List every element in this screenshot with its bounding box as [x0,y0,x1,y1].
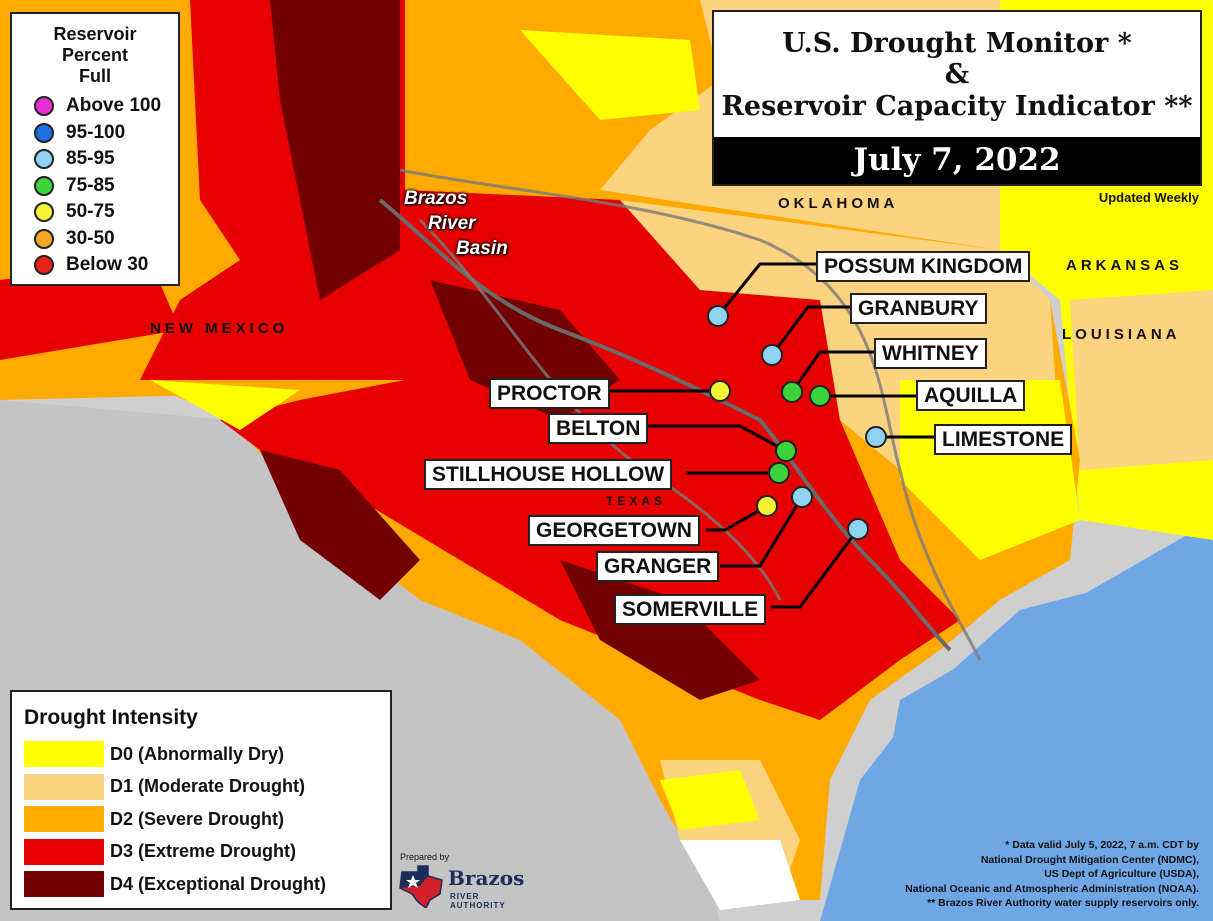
texas-d4-patch-south [560,560,760,700]
arkansas-label: ARKANSAS [1066,257,1184,274]
drought-legend-label: D0 (Abnormally Dry) [110,743,285,764]
reservoir-legend-label: Above 100 [66,95,162,117]
proctor-label: PROCTOR [489,378,610,409]
title-line-2: & [944,59,970,90]
reservoir-legend-item: Below 30 [20,252,170,279]
whitney-label: WHITNEY [874,338,987,369]
prepared-by-label: Prepared by [400,852,450,862]
georgetown-label: GEORGETOWN [528,515,700,546]
reservoir-legend-label: 30-50 [66,227,115,249]
drought-legend-title: Drought Intensity [24,706,198,729]
belton-dot [775,440,797,462]
legend-dot-icon [34,96,54,117]
new-mexico-d4 [270,0,400,300]
possum-kingdom-dot [707,305,729,327]
legend-dot-icon [34,149,54,170]
oklahoma-label: OKLAHOMA [778,195,899,212]
drought-legend-item: D2 (Severe Drought) [24,803,378,836]
drought-intensity-legend: Drought Intensity D0 (Abnormally Dry) D1 … [10,690,392,910]
reservoir-legend-item: 85-95 [20,146,170,173]
reservoir-legend-label: 75-85 [66,174,115,196]
oklahoma-d0 [520,30,700,120]
drought-swatch [24,773,104,800]
drought-legend-label: D3 (Extreme Drought) [110,841,297,862]
drought-legend-item: D4 (Exceptional Drought) [24,868,378,901]
stillhouse-hollow-label: STILLHOUSE HOLLOW [424,459,673,490]
title-line-3: Reservoir Capacity Indicator ** [721,91,1193,122]
aquilla-label: AQUILLA [916,380,1026,411]
texas-d4-patch-west [260,450,420,600]
granger-dot [791,486,813,508]
granger-label: GRANGER [596,551,720,582]
title-box: U.S. Drought Monitor * & Reservoir Capac… [712,10,1202,186]
drought-legend-item: D3 (Extreme Drought) [24,836,378,869]
reservoir-legend-title: Reservoir Percent Full [53,24,137,86]
brazos-basin-label: Brazos River Basin [404,188,508,259]
stillhouse-hollow-dot [768,462,790,484]
drought-legend-label: D4 (Exceptional Drought) [110,873,327,894]
texas-d3-core [220,190,960,720]
limestone-label: LIMESTONE [934,424,1073,455]
legend-dot-icon [34,228,54,249]
drought-swatch [24,838,104,865]
leader-lines [606,262,940,609]
texas-d0-panhandle [150,380,300,430]
georgetown-dot [756,495,778,517]
drought-swatch [24,741,104,768]
drought-swatch [24,871,104,898]
reservoir-legend-label: 50-75 [66,201,115,223]
title-line-1: U.S. Drought Monitor * [782,28,1132,59]
legend-dot-icon [34,175,54,196]
drought-swatch [24,806,104,833]
granbury-dot [761,344,783,366]
possum-kingdom-label: POSSUM KINGDOM [816,251,1031,282]
reservoir-legend-item: 75-85 [20,173,170,200]
louisiana-d1 [1070,290,1213,470]
texas-d0-southcoast [660,770,760,830]
reservoir-legend: Reservoir Percent Full Above 100 95-100 85… [10,12,180,286]
gulf-coast-water [820,560,1213,921]
louisiana-label: LOUISIANA [1062,326,1181,343]
whitney-dot [781,381,803,403]
reservoir-legend-label: 85-95 [66,148,115,170]
texas-flag-logo-icon [399,865,443,908]
reservoir-legend-item: Above 100 [20,93,170,120]
texas-label: TEXAS [606,494,667,508]
somerville-label: SOMERVILLE [614,594,767,625]
reservoir-legend-item: 95-100 [20,120,170,147]
legend-dot-icon [34,122,54,143]
river-authority-text: RIVER AUTHORITY [450,892,506,910]
reservoir-legend-item: 30-50 [20,226,170,253]
updated-weekly-note: Updated Weekly [1098,190,1199,205]
reservoir-legend-label: 95-100 [66,121,126,143]
data-credits: * Data valid July 5, 2022, 7 a.m. CDT by… [905,839,1199,909]
drought-legend-label: D1 (Moderate Drought) [110,776,305,797]
drought-legend-item: D0 (Abnormally Dry) [24,738,378,771]
somerville-dot [847,518,869,540]
belton-label: BELTON [548,413,649,444]
new-mexico-label: NEW MEXICO [150,320,289,337]
title-date: July 7, 2022 [714,137,1200,184]
reservoir-legend-item: 50-75 [20,199,170,226]
aquilla-dot [809,385,831,407]
reservoir-legend-label: Below 30 [66,254,149,276]
drought-legend-label: D2 (Severe Drought) [110,808,285,829]
reservoir-dots [707,305,887,540]
brazos-river [378,198,952,652]
prepared-by-logo: Prepared by Brazos RIVER AUTHORITY [398,852,538,910]
proctor-dot [709,380,731,402]
brazos-logo-text: Brazos [448,866,525,890]
legend-dot-icon [34,202,54,223]
granbury-label: GRANBURY [850,293,987,324]
drought-legend-item: D1 (Moderate Drought) [24,771,378,804]
texas-no-drought-south [680,840,800,910]
legend-dot-icon [34,255,54,276]
limestone-dot [865,426,887,448]
